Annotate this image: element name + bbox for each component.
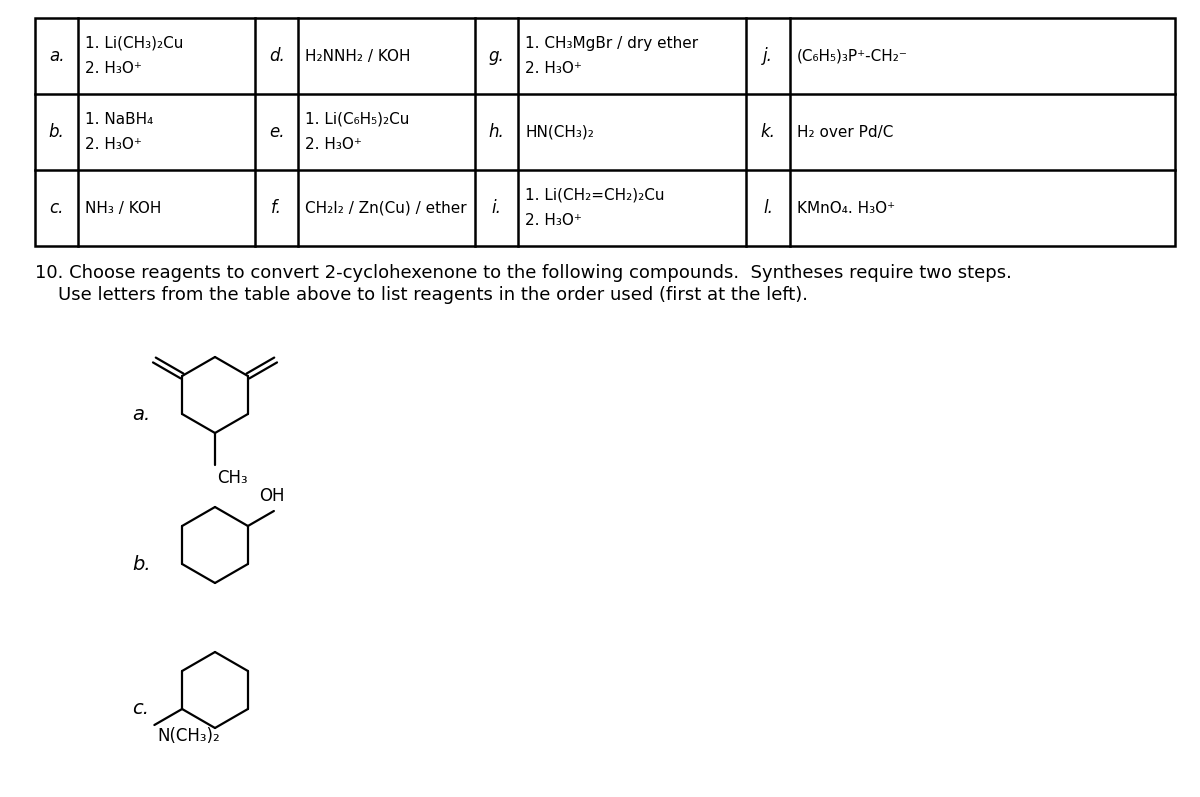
Text: f.: f. bbox=[271, 199, 282, 217]
Text: 2. H₃O⁺: 2. H₃O⁺ bbox=[305, 137, 362, 152]
Text: 1. CH₃MgBr / dry ether: 1. CH₃MgBr / dry ether bbox=[526, 36, 698, 50]
Text: CH₃: CH₃ bbox=[217, 469, 247, 487]
Text: 2. H₃O⁺: 2. H₃O⁺ bbox=[85, 137, 142, 152]
Text: h.: h. bbox=[488, 123, 504, 141]
Text: HN(CH₃)₂: HN(CH₃)₂ bbox=[526, 124, 594, 139]
Text: e.: e. bbox=[269, 123, 284, 141]
Text: b.: b. bbox=[132, 555, 151, 574]
Text: KMnO₄. H₃O⁺: KMnO₄. H₃O⁺ bbox=[797, 201, 895, 215]
Text: b.: b. bbox=[49, 123, 65, 141]
Text: d.: d. bbox=[269, 47, 284, 65]
Text: CH₂I₂ / Zn(Cu) / ether: CH₂I₂ / Zn(Cu) / ether bbox=[305, 201, 467, 215]
Text: k.: k. bbox=[761, 123, 775, 141]
Text: l.: l. bbox=[763, 199, 773, 217]
Text: 2. H₃O⁺: 2. H₃O⁺ bbox=[526, 214, 582, 229]
Text: 1. Li(C₆H₅)₂Cu: 1. Li(C₆H₅)₂Cu bbox=[305, 112, 409, 127]
Text: 1. NaBH₄: 1. NaBH₄ bbox=[85, 112, 154, 127]
Text: NH₃ / KOH: NH₃ / KOH bbox=[85, 201, 162, 215]
Text: OH: OH bbox=[259, 487, 284, 505]
Bar bbox=[35, 18, 1175, 246]
Text: a.: a. bbox=[132, 405, 150, 423]
Text: (C₆H₅)₃P⁺-CH₂⁻: (C₆H₅)₃P⁺-CH₂⁻ bbox=[797, 49, 907, 64]
Text: g.: g. bbox=[488, 47, 504, 65]
Text: 2. H₃O⁺: 2. H₃O⁺ bbox=[526, 61, 582, 77]
Text: 1. Li(CH₃)₂Cu: 1. Li(CH₃)₂Cu bbox=[85, 36, 184, 50]
Text: H₂ over Pd/C: H₂ over Pd/C bbox=[797, 124, 893, 139]
Text: N(CH₃)₂: N(CH₃)₂ bbox=[157, 727, 220, 745]
Text: j.: j. bbox=[763, 47, 773, 65]
Text: i.: i. bbox=[492, 199, 502, 217]
Text: 2. H₃O⁺: 2. H₃O⁺ bbox=[85, 61, 142, 77]
Text: 10. Choose reagents to convert 2-cyclohexenone to the following compounds.  Synt: 10. Choose reagents to convert 2-cyclohe… bbox=[35, 264, 1012, 282]
Text: 1. Li(CH₂=CH₂)₂Cu: 1. Li(CH₂=CH₂)₂Cu bbox=[526, 187, 665, 202]
Text: c.: c. bbox=[132, 700, 149, 719]
Text: H₂NNH₂ / KOH: H₂NNH₂ / KOH bbox=[305, 49, 410, 64]
Text: a.: a. bbox=[49, 47, 65, 65]
Text: Use letters from the table above to list reagents in the order used (first at th: Use letters from the table above to list… bbox=[35, 286, 808, 304]
Text: c.: c. bbox=[49, 199, 64, 217]
